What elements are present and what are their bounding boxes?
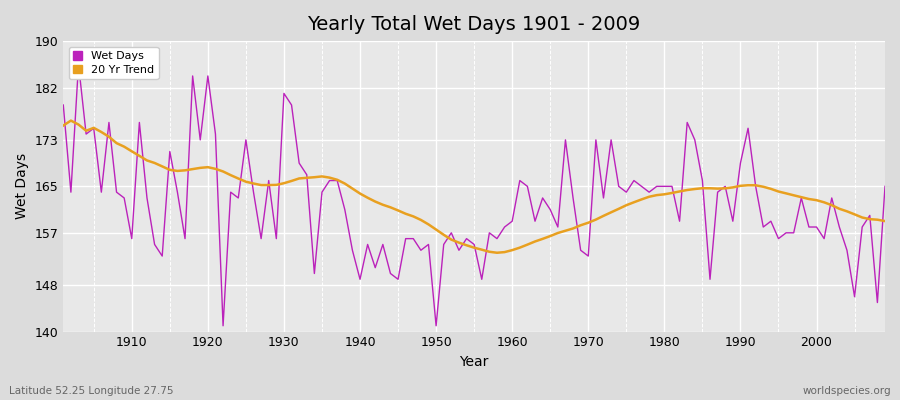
X-axis label: Year: Year	[460, 355, 489, 369]
Text: Latitude 52.25 Longitude 27.75: Latitude 52.25 Longitude 27.75	[9, 386, 174, 396]
Text: worldspecies.org: worldspecies.org	[803, 386, 891, 396]
Title: Yearly Total Wet Days 1901 - 2009: Yearly Total Wet Days 1901 - 2009	[308, 15, 641, 34]
Legend: Wet Days, 20 Yr Trend: Wet Days, 20 Yr Trend	[68, 47, 158, 79]
Y-axis label: Wet Days: Wet Days	[15, 153, 29, 220]
